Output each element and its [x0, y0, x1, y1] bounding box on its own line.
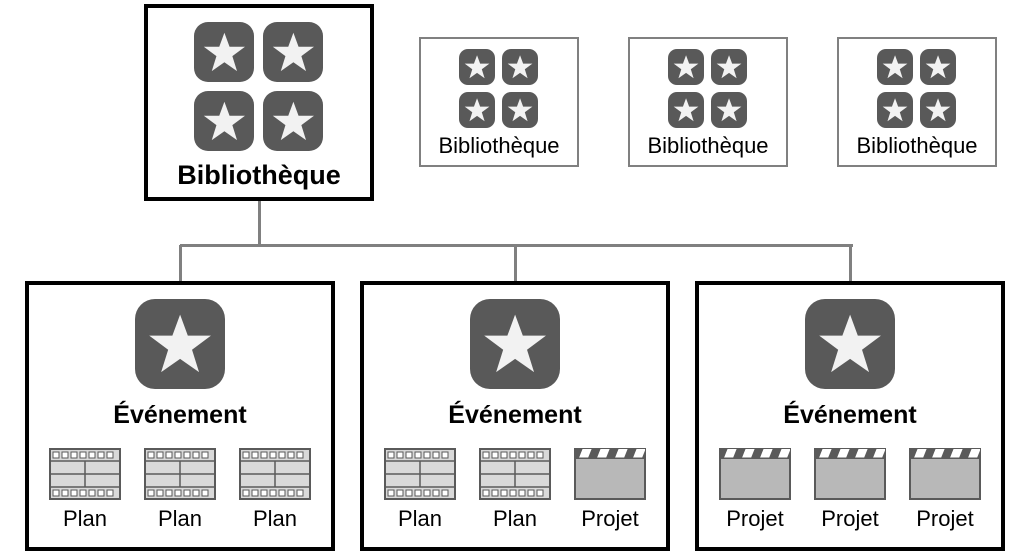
library-node-main: Bibliothèque	[144, 4, 374, 201]
item-label: Plan	[63, 506, 107, 532]
item-label: Plan	[158, 506, 202, 532]
event-items-row: Plan Plan Projet	[364, 448, 666, 532]
plan-item: Plan	[144, 448, 216, 532]
library-node: Bibliothèque	[837, 37, 997, 167]
event-label: Événement	[448, 401, 581, 430]
film-icon	[479, 448, 551, 500]
film-icon	[144, 448, 216, 500]
connector-line	[514, 245, 517, 281]
library-label: Bibliothèque	[647, 133, 768, 159]
clapper-icon	[814, 448, 886, 500]
star-tile	[470, 299, 560, 389]
star-tile	[502, 92, 538, 128]
event-label: Événement	[783, 401, 916, 430]
film-icon	[239, 448, 311, 500]
item-label: Projet	[581, 506, 638, 532]
star-tile	[877, 49, 913, 85]
plan-item: Plan	[239, 448, 311, 532]
plan-item: Plan	[479, 448, 551, 532]
projet-item: Projet	[814, 448, 886, 532]
star-tile	[711, 92, 747, 128]
star-tile	[263, 91, 323, 151]
plan-item: Plan	[49, 448, 121, 532]
event-label: Événement	[113, 401, 246, 430]
item-label: Plan	[253, 506, 297, 532]
library-node: Bibliothèque	[628, 37, 788, 167]
event-node: Événement Plan Plan Projet	[360, 281, 670, 551]
library-icon	[668, 49, 748, 129]
library-icon	[877, 49, 957, 129]
item-label: Plan	[493, 506, 537, 532]
star-tile	[194, 22, 254, 82]
clapper-icon	[574, 448, 646, 500]
library-node: Bibliothèque	[419, 37, 579, 167]
event-node: Événement Plan Plan Plan	[25, 281, 335, 551]
item-label: Projet	[916, 506, 973, 532]
star-tile	[805, 299, 895, 389]
library-icon	[194, 22, 324, 152]
star-tile	[263, 22, 323, 82]
item-label: Plan	[398, 506, 442, 532]
library-label: Bibliothèque	[856, 133, 977, 159]
connector-line	[849, 245, 852, 281]
star-tile	[920, 92, 956, 128]
star-tile	[459, 92, 495, 128]
star-tile	[668, 92, 704, 128]
projet-item: Projet	[909, 448, 981, 532]
clapper-icon	[909, 448, 981, 500]
library-icon	[459, 49, 539, 129]
star-tile	[459, 49, 495, 85]
event-items-row: Plan Plan Plan	[29, 448, 331, 532]
star-tile	[668, 49, 704, 85]
connector-line	[179, 245, 182, 281]
projet-item: Projet	[574, 448, 646, 532]
star-tile	[920, 49, 956, 85]
film-icon	[384, 448, 456, 500]
projet-item: Projet	[719, 448, 791, 532]
item-label: Projet	[726, 506, 783, 532]
film-icon	[49, 448, 121, 500]
star-tile	[877, 92, 913, 128]
diagram-canvas: Bibliothèque Bibliothèque Bibliothèque B…	[0, 0, 1032, 559]
star-tile	[502, 49, 538, 85]
star-tile	[135, 299, 225, 389]
star-tile	[194, 91, 254, 151]
clapper-icon	[719, 448, 791, 500]
star-tile	[711, 49, 747, 85]
connector-line	[258, 201, 261, 245]
plan-item: Plan	[384, 448, 456, 532]
event-node: Événement Projet Projet Projet	[695, 281, 1005, 551]
connector-line	[180, 244, 853, 247]
event-items-row: Projet Projet Projet	[699, 448, 1001, 532]
library-label: Bibliothèque	[438, 133, 559, 159]
item-label: Projet	[821, 506, 878, 532]
library-label: Bibliothèque	[177, 160, 341, 191]
